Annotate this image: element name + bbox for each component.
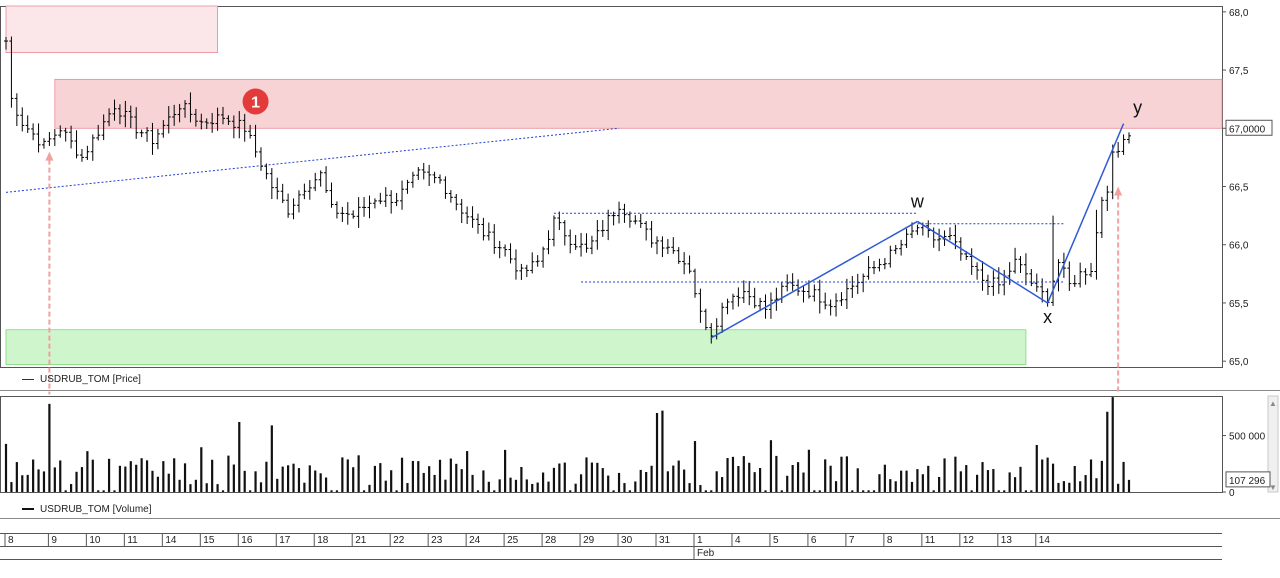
- wave-line: [710, 220, 918, 339]
- day-label: 14: [165, 535, 177, 546]
- day-label: 17: [279, 535, 291, 546]
- overlay-annotations: w x y 1: [5, 88, 1142, 395]
- day-label: 11: [925, 535, 936, 546]
- day-label: 10: [89, 535, 101, 546]
- day-label: 15: [203, 535, 215, 546]
- volume-legend: USDRUB_TOM [Volume]: [0, 500, 152, 518]
- arrow-head: [1114, 186, 1123, 196]
- day-label: 23: [431, 535, 443, 546]
- arrow-head: [45, 151, 54, 161]
- day-label: 24: [469, 535, 481, 546]
- day-label: 28: [545, 535, 557, 546]
- wave-label: x: [1043, 307, 1052, 327]
- day-label: 29: [583, 535, 595, 546]
- day-label: 31: [659, 535, 671, 546]
- day-label: 22: [393, 535, 405, 546]
- dotted-trendline: [5, 127, 620, 193]
- price-legend: USDRUB_TOM [Price]: [0, 370, 141, 388]
- price-axis-label: 67,0000: [1229, 124, 1266, 135]
- day-label: 9: [51, 535, 57, 546]
- scroll-up-icon[interactable]: ▲: [1269, 399, 1277, 408]
- support-zone: [5, 329, 1027, 366]
- day-label: 6: [811, 535, 817, 546]
- volume-plot-frame: [0, 396, 1223, 493]
- last-volume-box: [1225, 471, 1271, 488]
- day-label: 5: [773, 535, 779, 546]
- day-label: 18: [317, 535, 329, 546]
- price-legend-swatch: [22, 378, 34, 380]
- wave-label: y: [1133, 98, 1142, 118]
- day-label: 16: [241, 535, 253, 546]
- day-label: 8: [8, 535, 14, 546]
- price-axis-label: 68,0: [1229, 8, 1249, 19]
- volume-axis-label: 0: [1229, 488, 1235, 499]
- volume-legend-label: USDRUB_TOM [Volume]: [40, 503, 152, 515]
- day-label: 25: [507, 535, 519, 546]
- day-label: 7: [849, 535, 855, 546]
- day-label: 30: [621, 535, 633, 546]
- resistance-zone: [5, 5, 218, 53]
- wave-line: [1046, 123, 1125, 304]
- day-label: 11: [127, 535, 138, 546]
- day-label: 8: [887, 535, 893, 546]
- last-volume-label: 107 296: [1229, 476, 1266, 487]
- wave-label: w: [910, 191, 925, 211]
- price-axis-label: 66,0: [1229, 241, 1249, 252]
- day-label: 21: [355, 535, 367, 546]
- time-axis: 8 9 10 11 14 15 16 17 18 21 22 23 24 25 28 29 30 31 1 4 5 6 7 8…: [0, 533, 1222, 560]
- price-legend-label: USDRUB_TOM [Price]: [40, 373, 141, 385]
- day-label: 1: [697, 535, 703, 546]
- day-label: 13: [1001, 535, 1013, 546]
- price-axis-label: 66,5: [1229, 183, 1249, 194]
- last-price-box: [1225, 119, 1273, 136]
- day-label: 12: [963, 535, 975, 546]
- volume-scrollbar[interactable]: [1267, 395, 1279, 493]
- marker-1: [242, 88, 269, 115]
- price-axis-label: 67,5: [1229, 66, 1249, 77]
- volume-axis-label: 500 000: [1229, 432, 1266, 443]
- price-axis-label: 65,0: [1229, 357, 1249, 368]
- marker-1-label: 1: [251, 94, 260, 111]
- scroll-down-icon[interactable]: ▼: [1269, 483, 1277, 492]
- price-axis-label: 65,5: [1229, 299, 1249, 310]
- volume-legend-swatch: [22, 508, 34, 510]
- wave-line: [917, 220, 1049, 304]
- month-label: Feb: [697, 548, 715, 559]
- day-label: 4: [735, 535, 741, 546]
- day-label: 14: [1039, 535, 1051, 546]
